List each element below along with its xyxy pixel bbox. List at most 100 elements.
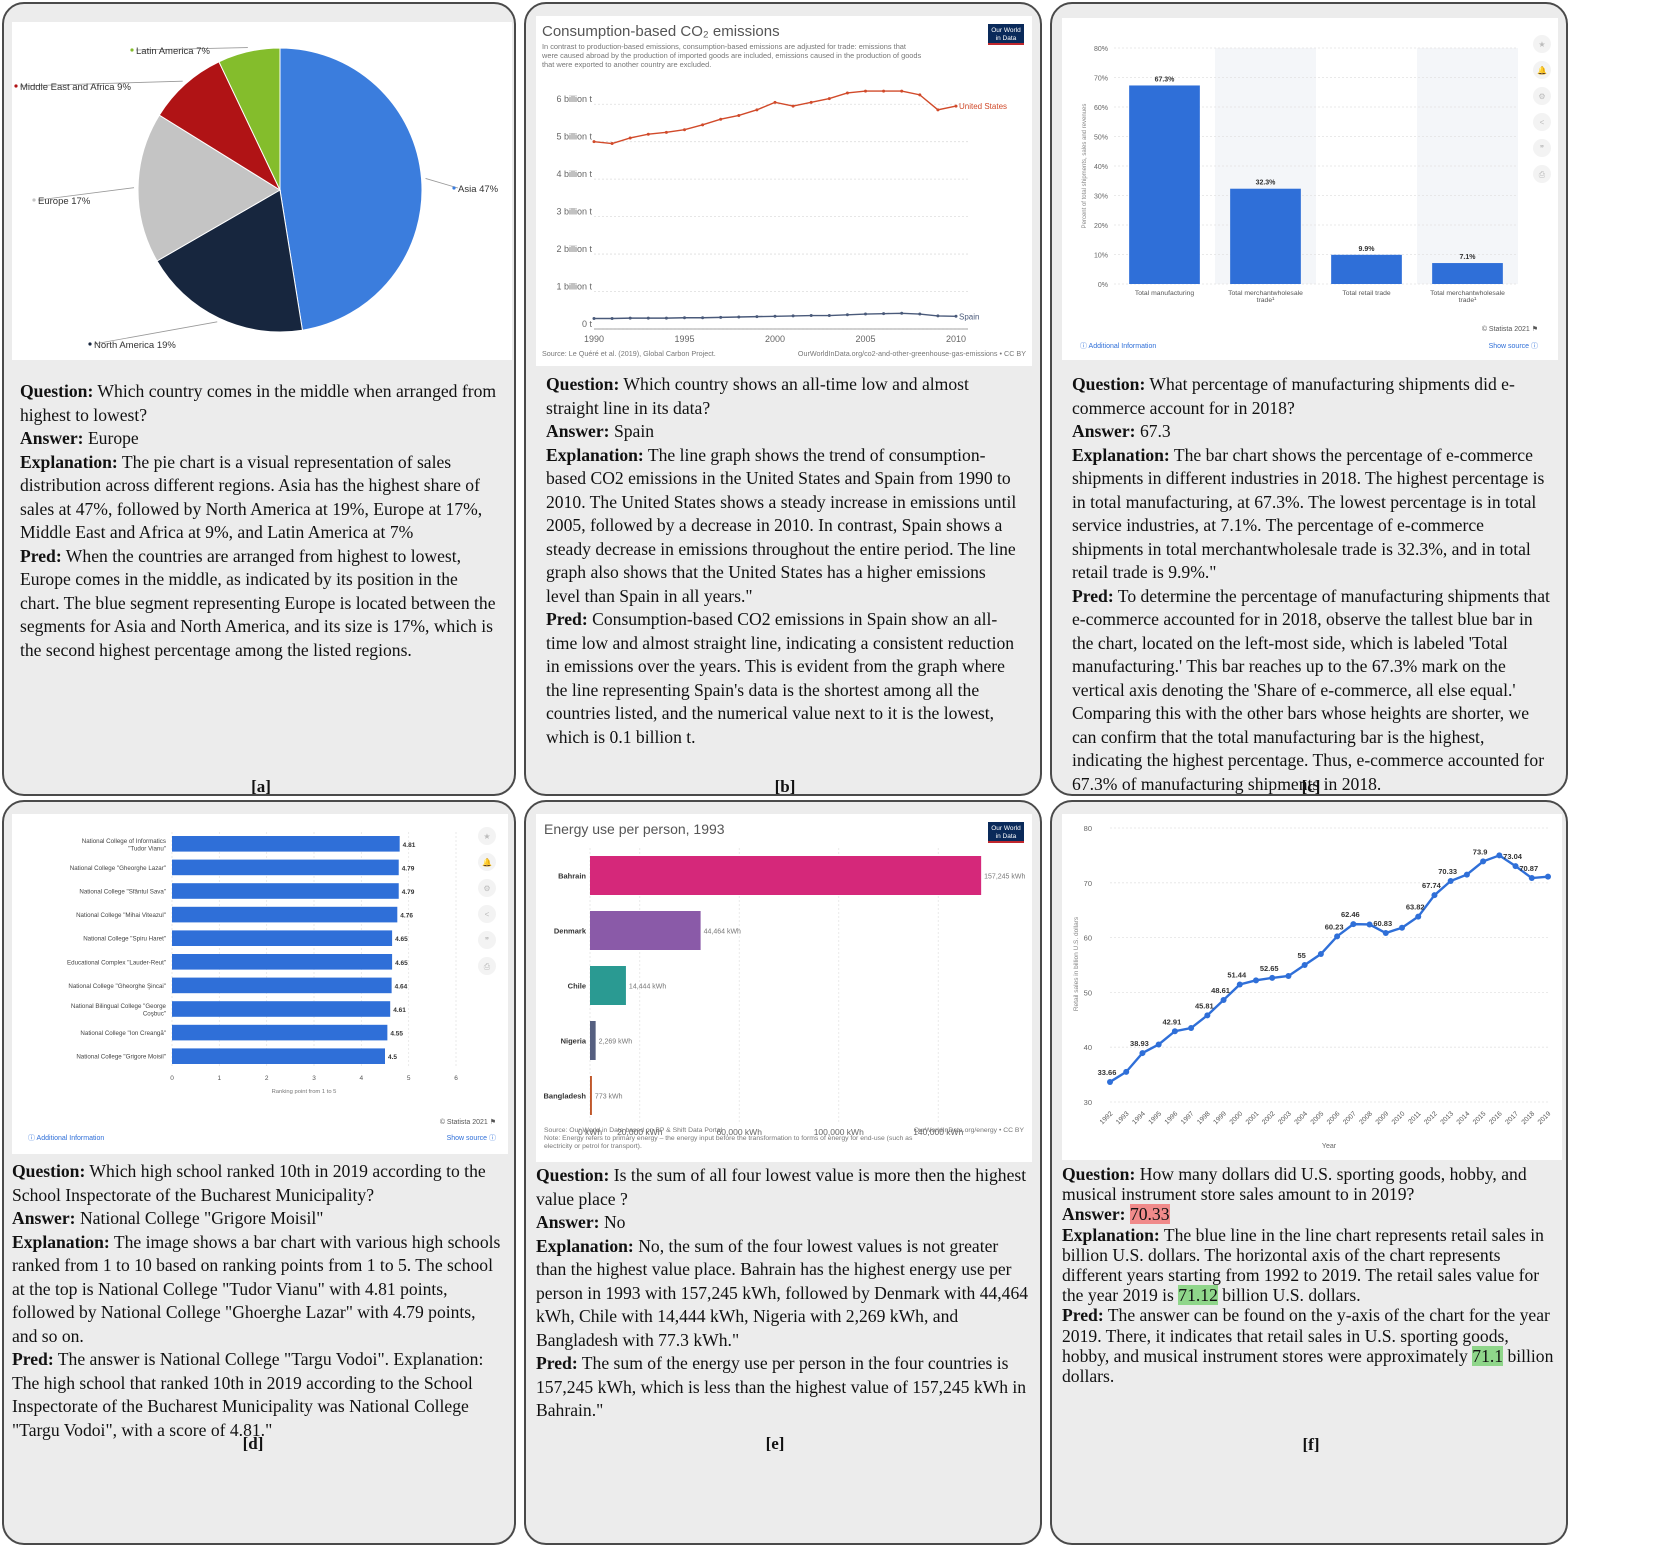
y-tick-label: 50% [1094,135,1108,142]
category-label: National College "Gheorghe Şincai" [68,983,166,990]
chart-subtitle: were caused abroad by the production of … [541,51,922,60]
series-point [1366,921,1373,928]
bar-value-label: 4.5 [388,1054,397,1061]
explanation-text: The blue line in the line chart represen… [1062,1224,1544,1306]
bar [172,1024,388,1041]
category-label: National Bilingual College "George [71,1003,167,1010]
answer-label: Answer: [1062,1204,1126,1225]
explanation-text: The bar chart shows the percentage of e-… [1072,444,1545,583]
category-label: National College "Ion Creangă" [80,1030,166,1037]
bar-value-label: 4.79 [402,889,415,896]
question-label: Question: [12,1161,86,1181]
y-tick-label: 4 billion t [556,169,592,179]
bar [172,954,393,970]
x-tick-label: 2016 [1488,1110,1504,1126]
series-point [1334,933,1341,940]
bar-chart-energy: Energy use per person, 1993 Our World in D… [536,814,1032,1162]
question-text: Which country shows an all-time low and … [546,374,969,418]
x-tick-label: trade¹ [1257,297,1275,304]
series-point [628,136,632,140]
category-label: National College "Grigore Moisil" [76,1054,166,1061]
owid-logo-stripe [988,43,1024,45]
star-icon-bg [478,827,496,845]
category-label: Bangladesh [543,1092,586,1101]
bar [1432,263,1503,284]
pred-label: Pred: [1062,1305,1104,1326]
chart-subtitle: that were exported to another country ar… [542,60,711,69]
gear-icon-bg [478,879,496,897]
panel-f: 30 40 50 60 70 80 Retail sales in billion U.S.… [1050,800,1568,1545]
bar-value-label: 4.76 [400,913,413,920]
bar-chart-ecommerce: 0% 10% 20% 30% 40% 50% 60% 70% 80% Percent of tot… [1062,18,1558,360]
category-label: National College "Mihai Viteazul" [76,912,166,919]
x-tick-label: Total merchantwholesale [1228,290,1303,297]
y-tick-label: 10% [1094,253,1108,260]
point-label: 52.65 [1260,964,1279,973]
statista-credit: © Statista 2021 ⚑ [1482,325,1538,333]
x-tick-label: 1993 [1115,1110,1131,1126]
chart-subtitle: In contrast to production-based emission… [542,42,906,51]
owid-logo-text: Our World [991,27,1021,34]
x-tick-label: 1996 [1164,1110,1180,1126]
y-tick-label: 40% [1094,164,1108,171]
series-point [664,316,668,320]
y-tick-label: 80% [1094,46,1108,53]
point-label: 60.83 [1373,919,1392,928]
y-tick-label: 3 billion t [556,207,592,217]
x-tick-label: 140,000 kWh [913,1127,963,1137]
point-label: 48.61 [1211,986,1230,995]
bell-icon-bg [1533,61,1551,79]
series-point [882,312,886,316]
series-point [719,117,723,121]
x-tick-label: 1995 [1147,1110,1163,1126]
series-point [683,128,686,132]
chart-source: Source: Le Quéré et al. (2019), Global C… [542,349,716,358]
answer-text: National College "Grigore Moisil" [79,1208,324,1228]
pie-label-dot [130,48,134,52]
panel-d: 0 1 2 3 4 5 6 Ranking point from 1 to 5 4.81 Nati… [2,800,516,1545]
point-label: 45.81 [1195,1001,1214,1010]
series-point [592,140,596,144]
bar [172,906,398,923]
category-label: National College "Spiru Haret" [83,936,166,943]
series-point [1155,1041,1162,1048]
category-label: Educational Complex "Lauder-Reut" [67,959,166,966]
y-tick-label: 0% [1098,282,1108,289]
series-point [864,89,867,93]
series-point [954,104,958,108]
explanation-text-end: billion U.S. dollars. [1217,1285,1361,1306]
explanation-label: Explanation: [536,1235,634,1256]
y-tick-label: 0 t [582,319,593,329]
series-point [809,100,813,104]
bar-value-label: 4.64 [395,983,408,990]
series-point [1317,951,1324,958]
x-tick-label: 60,000 kWh [717,1127,763,1137]
category-label: Coşbuc" [143,1011,166,1018]
x-tick-label: 2009 [1375,1110,1391,1126]
series-point [1188,1025,1195,1032]
print-icon-bg [1533,165,1551,183]
bar-value-label: 4.65 [395,936,408,943]
x-tick-label: 6 [454,1075,458,1082]
category-label: Bahrain [558,872,586,881]
explanation-label: Explanation: [20,451,118,472]
series-point [864,312,867,316]
series-point [1220,997,1227,1004]
pie-slice [156,189,304,333]
series-point [900,311,904,315]
y-tick-label: 2 billion t [556,244,592,254]
x-tick-label: 2015 [1472,1110,1488,1126]
pred-text: Consumption-based CO2 emissions in Spain… [546,609,1015,747]
series-point [791,314,795,318]
owid-logo [988,822,1024,842]
x-tick-label: 1998 [1196,1110,1212,1126]
bar-value-label: 32.3% [1256,180,1277,187]
series-point [936,314,940,318]
category-label: National College "Gheorghe Lazar" [70,865,166,872]
pie-slice [137,114,281,262]
y-axis-label: Percent of total shipments, sales and re… [1082,104,1088,229]
y-tick-label: 70% [1094,76,1108,83]
series-point [610,317,614,321]
series-point [737,315,741,319]
